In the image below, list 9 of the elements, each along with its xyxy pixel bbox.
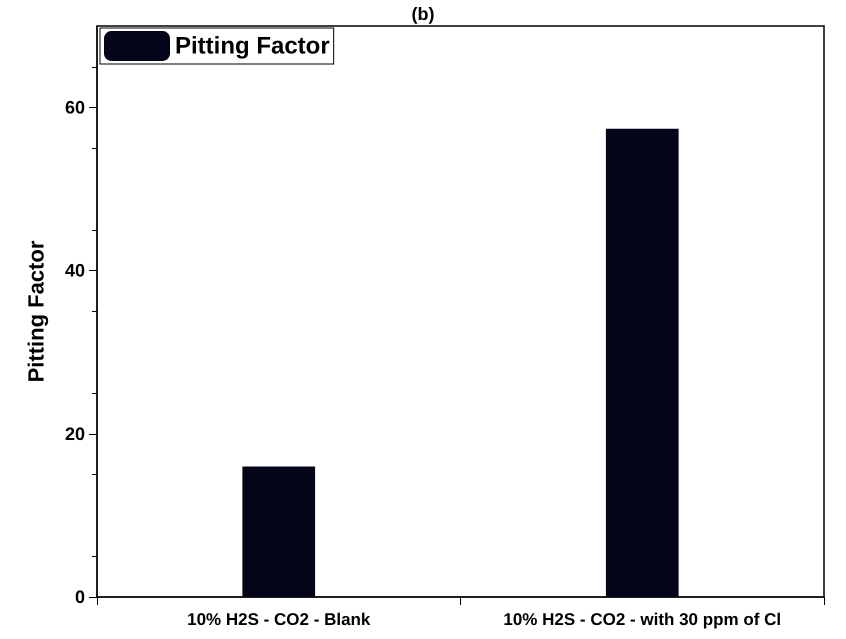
- x-tick-label: 10% H2S - CO2 - Blank: [187, 610, 371, 629]
- y-tick-label: 60: [64, 98, 85, 118]
- y-tick-label: 0: [74, 587, 85, 607]
- x-tick-label: 10% H2S - CO2 - with 30 ppm of Cl: [503, 610, 782, 629]
- legend-label: Pitting Factor: [175, 32, 330, 60]
- chart-title: (b): [412, 4, 434, 24]
- y-axis-title: Pitting Factor: [24, 240, 48, 382]
- y-tick-label: 20: [64, 424, 85, 444]
- y-tick-label: 40: [64, 260, 85, 281]
